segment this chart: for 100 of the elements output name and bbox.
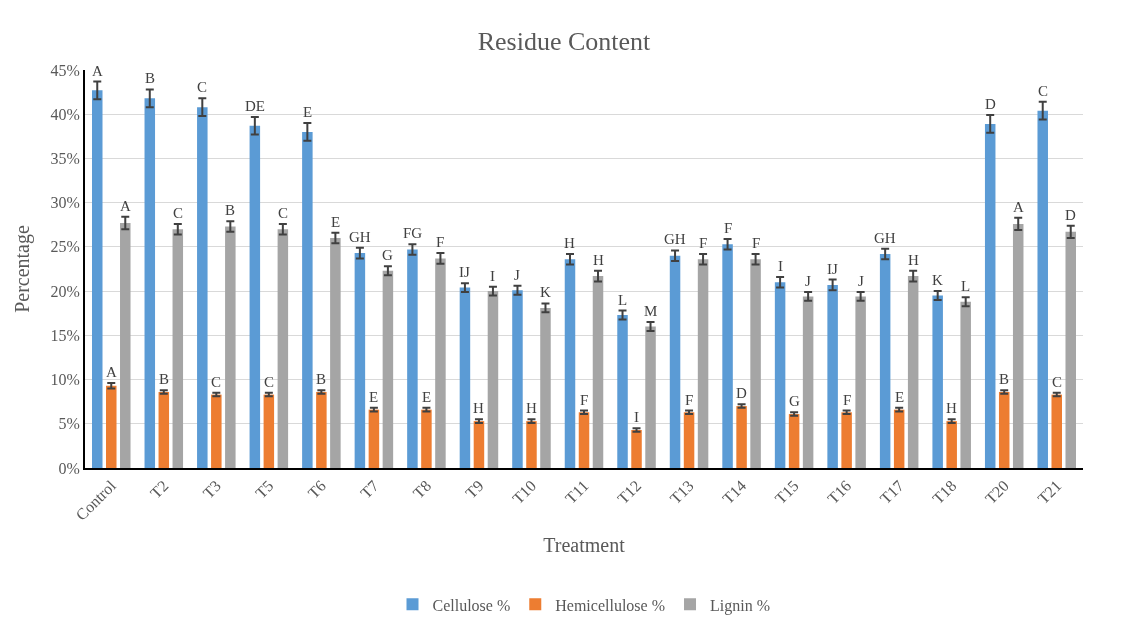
bar [736, 406, 747, 468]
bar [158, 391, 170, 468]
bar [1012, 223, 1024, 468]
bar [827, 284, 838, 468]
y-tick-label: 15% [50, 326, 80, 344]
bar [998, 391, 1010, 468]
bar [722, 244, 733, 468]
data-label: E [422, 389, 432, 405]
y-axis-title: Percentage [11, 225, 35, 313]
x-tick-label: T13 [666, 476, 697, 508]
data-label: GH [349, 229, 371, 245]
bar [879, 253, 891, 468]
bar [645, 326, 656, 468]
data-label: G [789, 393, 800, 409]
data-label: E [895, 389, 905, 405]
bar [1065, 231, 1076, 468]
bar [144, 98, 156, 468]
x-axis-title: Treatment [543, 533, 626, 556]
y-tick-label: 35% [50, 150, 80, 168]
bar [617, 314, 628, 468]
data-label: D [736, 385, 747, 401]
bar [1051, 394, 1062, 468]
data-label: B [145, 70, 156, 86]
data-label: J [514, 267, 520, 283]
x-tick-label: T6 [304, 476, 330, 502]
bar [855, 296, 866, 468]
data-label: B [999, 371, 1010, 387]
y-tick-label: 30% [50, 194, 80, 212]
bar [946, 421, 957, 468]
data-label: C [1052, 374, 1063, 390]
x-tick-label: T21 [1034, 476, 1065, 508]
y-tick-label: 10% [50, 371, 80, 389]
bar [788, 414, 800, 468]
data-label: H [473, 400, 484, 416]
bar [368, 409, 380, 468]
data-label: I [490, 268, 495, 284]
y-tick-label: 20% [50, 282, 80, 300]
bar [106, 385, 117, 468]
bar [750, 259, 761, 468]
x-tick-label: T5 [252, 476, 277, 502]
data-label: C [173, 205, 184, 221]
bar [802, 296, 814, 468]
bar [774, 282, 786, 468]
bar [984, 123, 996, 468]
data-label: F [436, 234, 445, 250]
bar [354, 253, 366, 468]
data-label: J [858, 273, 864, 289]
data-label: D [1065, 207, 1076, 223]
bar [631, 429, 642, 468]
data-label: B [159, 371, 170, 387]
data-label: F [685, 392, 694, 408]
bar [459, 287, 471, 468]
x-tick-label: T3 [199, 476, 225, 502]
bar [512, 290, 523, 468]
bar [225, 226, 236, 468]
data-label: L [961, 278, 971, 294]
data-label: I [634, 409, 639, 425]
bar [893, 409, 905, 468]
y-tick-label: 0% [58, 459, 80, 477]
data-label: F [843, 392, 852, 408]
data-label: I [778, 258, 783, 274]
data-label: C [197, 79, 208, 95]
bar [907, 276, 919, 468]
data-label: IJ [459, 264, 470, 280]
data-label: E [331, 214, 341, 230]
bar [435, 258, 446, 468]
x-tick-label: T7 [357, 476, 382, 502]
bar [407, 249, 418, 468]
data-label: A [92, 63, 103, 79]
data-label: C [278, 205, 289, 221]
data-label: H [526, 400, 537, 416]
x-tick-label: T15 [771, 476, 802, 508]
bar [197, 107, 208, 468]
bar [277, 229, 289, 468]
data-label: K [932, 272, 943, 288]
data-label: J [805, 273, 811, 289]
data-label: IJ [827, 261, 838, 277]
data-label: FG [403, 225, 423, 241]
x-tick-label: T17 [876, 476, 907, 508]
bar [960, 301, 971, 468]
y-tick-label: 25% [50, 238, 80, 256]
x-tick-label: T2 [146, 476, 172, 502]
bar [421, 409, 432, 468]
x-tick-label: T18 [929, 476, 960, 508]
bar [683, 412, 695, 468]
bar [932, 295, 943, 468]
bar [382, 270, 394, 468]
data-label: E [303, 104, 313, 120]
bar [578, 412, 590, 468]
x-tick-label: T20 [981, 476, 1012, 508]
x-tick-label: T10 [509, 476, 540, 508]
data-label: F [724, 220, 733, 236]
data-label: H [946, 400, 957, 416]
bar [92, 90, 103, 468]
bar [540, 307, 551, 468]
data-label: A [1013, 199, 1024, 215]
legend-label: Lignin % [710, 596, 771, 615]
data-label: H [908, 252, 919, 268]
y-tick-label: 5% [58, 415, 80, 433]
x-tick-label: T14 [719, 476, 750, 508]
